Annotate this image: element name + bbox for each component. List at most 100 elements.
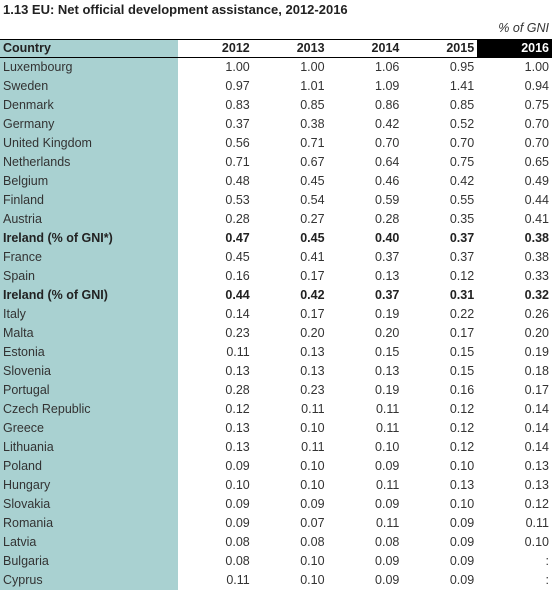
value-cell: 0.13	[524, 459, 549, 473]
header-row: Country 2012 2013 2014 2015 2016	[0, 39, 552, 58]
table-row: Romania 0.09 0.07 0.11 0.09 0.11	[0, 514, 552, 533]
header-year: 2012	[177, 39, 253, 58]
table-row: Portugal 0.28 0.23 0.19 0.16 0.17	[0, 381, 552, 400]
value-cell: 0.17	[449, 326, 475, 340]
value-cell: 0.42	[449, 174, 475, 188]
value-cell: 0.70	[524, 136, 549, 150]
value-cell: 0.42	[300, 288, 325, 302]
country-cell: Spain	[0, 267, 178, 286]
value-cell: 0.85	[300, 98, 325, 112]
table-row: Ireland (% of GNI*) 0.47 0.45 0.40 0.37 0.38	[0, 229, 552, 248]
table-row: Bulgaria 0.08 0.10 0.09 0.09:	[0, 552, 552, 571]
value-cell: 0.54	[300, 193, 325, 207]
unit-label: % of GNI	[498, 21, 549, 35]
value-cell: 0.15	[449, 364, 475, 378]
value-cell: 0.45	[300, 231, 325, 245]
table-row: Germany 0.37 0.38 0.42 0.52 0.70	[0, 115, 552, 134]
table-row: Estonia 0.11 0.13 0.15 0.15 0.19	[0, 343, 552, 362]
value-cell: 0.16	[225, 269, 250, 283]
value-cell: 0.15	[449, 345, 475, 359]
value-cell: 0.20	[300, 326, 325, 340]
value-cell: 0.20	[375, 326, 400, 340]
value-cell: 0.12	[449, 269, 475, 283]
value-cell: 0.18	[524, 364, 549, 378]
value-cell: 0.70	[449, 136, 475, 150]
table-row: Latvia 0.08 0.08 0.08 0.09 0.10	[0, 533, 552, 552]
value-cell: 0.13	[375, 364, 400, 378]
value-cell: 0.86	[375, 98, 400, 112]
oda-table: Country 2012 2013 2014 2015 2016 Luxembo…	[0, 39, 552, 590]
country-cell: Sweden	[0, 77, 178, 96]
value-cell: 1.06	[375, 60, 400, 74]
value-cell: 0.38	[524, 231, 549, 245]
table-row: Netherlands 0.71 0.67 0.64 0.75 0.65	[0, 153, 552, 172]
country-cell: Estonia	[0, 343, 178, 362]
value-cell: 1.09	[375, 79, 400, 93]
value-cell: 0.37	[449, 250, 475, 264]
value-cell: 0.09	[449, 573, 475, 587]
value-cell: 0.71	[225, 155, 250, 169]
country-cell: Netherlands	[0, 153, 178, 172]
table-row: Slovenia 0.13 0.13 0.13 0.15 0.18	[0, 362, 552, 381]
value-cell: 0.08	[375, 535, 400, 549]
value-cell: 0.12	[449, 402, 475, 416]
table-row: Cyprus 0.11 0.10 0.09 0.09:	[0, 571, 552, 590]
value-cell: 0.09	[375, 459, 400, 473]
table-row: Lithuania 0.13 0.11 0.10 0.12 0.14	[0, 438, 552, 457]
value-cell: 0.37	[375, 288, 400, 302]
value-cell: 0.09	[375, 497, 400, 511]
value-cell: 0.33	[524, 269, 549, 283]
value-cell: 0.12	[225, 402, 250, 416]
value-cell: 0.17	[300, 269, 325, 283]
table-row: Austria 0.28 0.27 0.28 0.35 0.41	[0, 210, 552, 229]
value-cell: :	[545, 573, 549, 587]
value-cell: 0.11	[375, 478, 400, 492]
value-cell: 0.28	[225, 383, 250, 397]
table-row: Spain 0.16 0.17 0.13 0.12 0.33	[0, 267, 552, 286]
value-cell: 0.94	[524, 79, 549, 93]
value-cell: 0.17	[524, 383, 549, 397]
header-country: Country	[0, 39, 178, 58]
country-cell: Finland	[0, 191, 178, 210]
value-cell: 0.13	[524, 478, 549, 492]
value-cell: 0.10	[300, 573, 325, 587]
value-cell: :	[545, 554, 549, 568]
value-cell: 0.13	[225, 421, 250, 435]
value-cell: 0.22	[449, 307, 475, 321]
value-cell: 0.13	[225, 364, 250, 378]
country-cell: Belgium	[0, 172, 178, 191]
country-cell: Ireland (% of GNI*)	[0, 229, 178, 248]
value-cell: 0.37	[375, 250, 400, 264]
header-year-highlight: 2016	[477, 39, 552, 58]
value-cell: 0.41	[300, 250, 325, 264]
value-cell: 0.45	[225, 250, 250, 264]
country-cell: Portugal	[0, 381, 178, 400]
value-cell: 0.41	[524, 212, 549, 226]
value-cell: 0.55	[449, 193, 475, 207]
value-cell: 0.11	[226, 345, 250, 359]
value-cell: 0.10	[300, 421, 325, 435]
table-row: United Kingdom 0.56 0.71 0.70 0.70 0.70	[0, 134, 552, 153]
country-cell: Lithuania	[0, 438, 178, 457]
value-cell: 0.11	[375, 402, 400, 416]
value-cell: 0.11	[301, 440, 325, 454]
value-cell: 0.52	[449, 117, 475, 131]
header-year: 2015	[402, 39, 478, 58]
value-cell: 0.10	[524, 535, 549, 549]
value-cell: 0.09	[225, 459, 250, 473]
value-cell: 0.28	[375, 212, 400, 226]
value-cell: 0.32	[524, 288, 549, 302]
header-year: 2013	[252, 39, 328, 58]
value-cell: 0.16	[449, 383, 475, 397]
table-row: France 0.45 0.41 0.37 0.37 0.38	[0, 248, 552, 267]
value-cell: 0.14	[524, 421, 549, 435]
value-cell: 0.08	[225, 554, 250, 568]
value-cell: 0.83	[225, 98, 250, 112]
table-row: Finland 0.53 0.54 0.59 0.55 0.44	[0, 191, 552, 210]
value-cell: 0.12	[524, 497, 549, 511]
country-cell: Romania	[0, 514, 178, 533]
value-cell: 0.37	[225, 117, 250, 131]
value-cell: 0.10	[449, 459, 475, 473]
value-cell: 0.10	[300, 459, 325, 473]
value-cell: 0.28	[225, 212, 250, 226]
